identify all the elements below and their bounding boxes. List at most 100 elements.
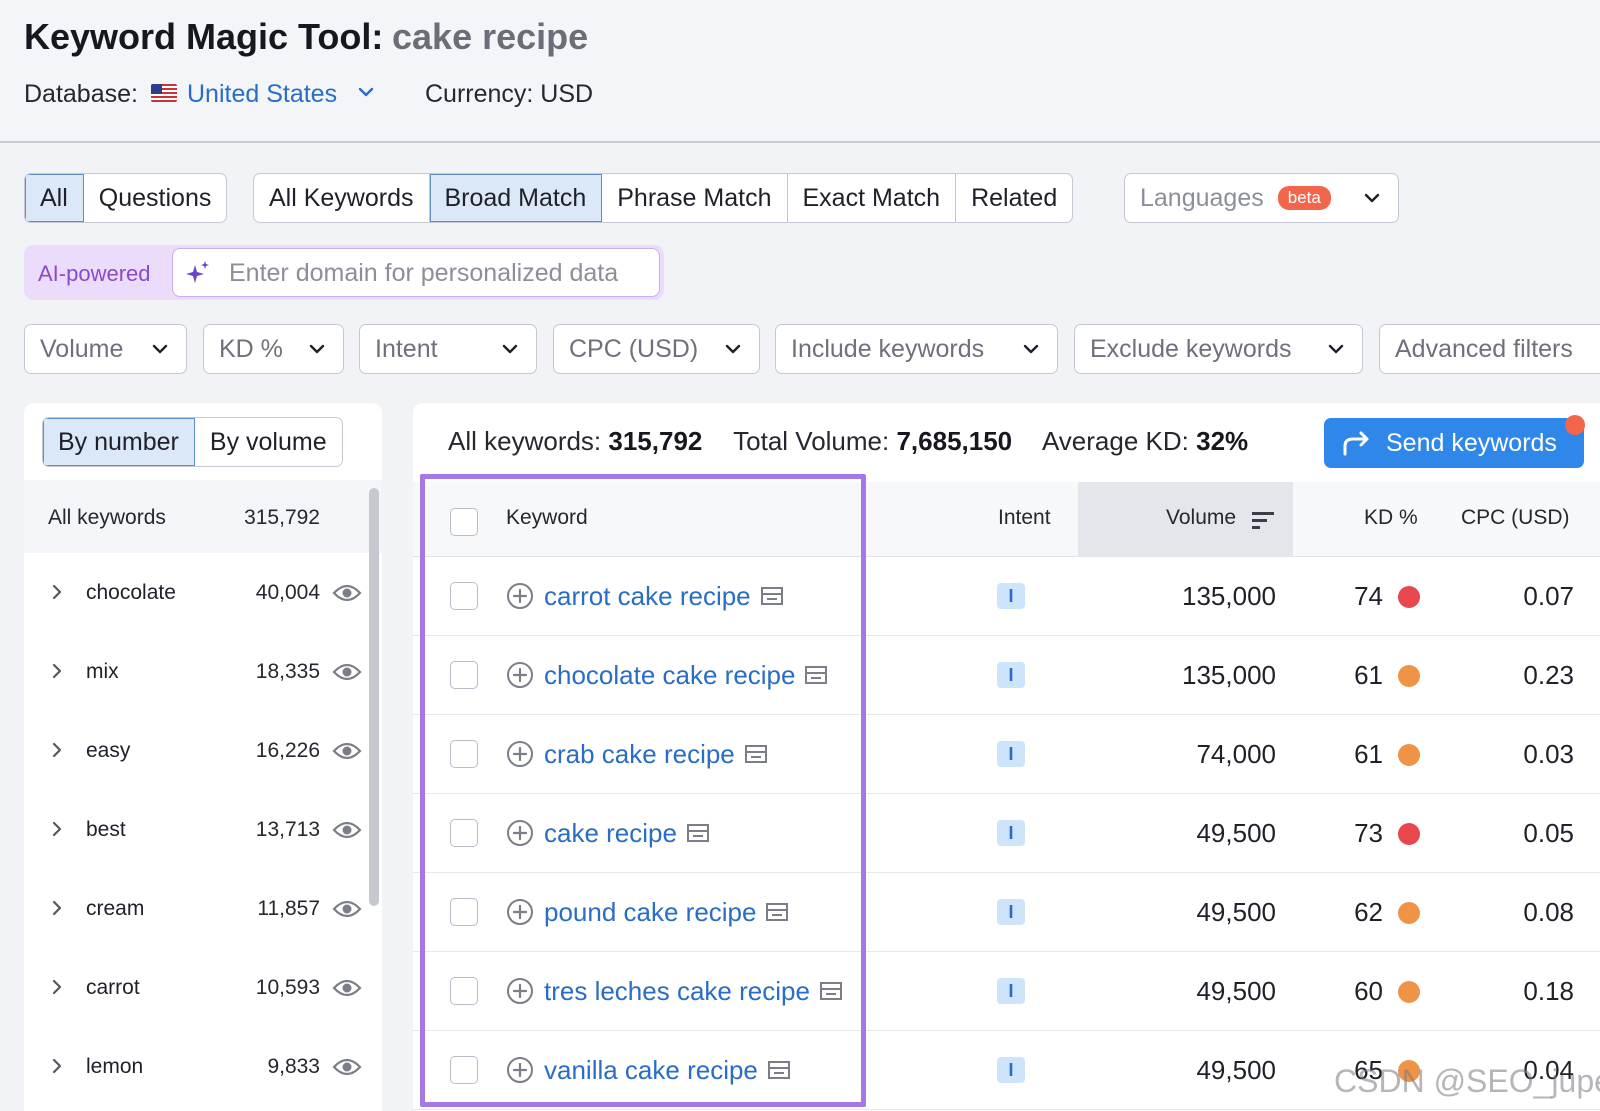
add-to-list-icon[interactable] [506, 977, 534, 1005]
keyword-link[interactable]: crab cake recipe [544, 739, 767, 770]
intent-filter[interactable]: Intent [359, 324, 537, 374]
ai-powered-label: AI-powered [38, 261, 151, 286]
chevron-right-icon[interactable] [50, 819, 64, 839]
add-to-list-icon[interactable] [506, 898, 534, 926]
sidebar-group-item[interactable]: mix 18,335 [24, 632, 364, 711]
row-checkbox[interactable] [450, 582, 478, 610]
intent-badge[interactable]: I [997, 978, 1025, 1004]
database-select[interactable]: United States [187, 80, 338, 108]
tab-all-keywords[interactable]: All Keywords [254, 174, 430, 222]
cpc-column-header[interactable]: CPC (USD) [1461, 506, 1570, 529]
row-checkbox[interactable] [450, 819, 478, 847]
serp-icon[interactable] [760, 587, 783, 606]
keyword-stats: All keywords: 315,792 Total Volume: 7,68… [448, 426, 1248, 457]
kd-filter[interactable]: KD % [203, 324, 344, 374]
group-count: 40,004 [255, 581, 320, 604]
chevron-right-icon[interactable] [50, 977, 64, 997]
intent-badge[interactable]: I [997, 899, 1025, 925]
intent-badge[interactable]: I [997, 662, 1025, 688]
cpc-cell: 0.23 [1523, 660, 1574, 690]
intent-badge[interactable]: I [997, 1057, 1025, 1083]
tab-related[interactable]: Related [971, 183, 1058, 212]
tab-broad-match[interactable]: Broad Match [429, 174, 603, 222]
keyword-link[interactable]: vanilla cake recipe [544, 1055, 790, 1086]
tab-questions[interactable]: Questions [98, 183, 212, 212]
intent-badge[interactable]: I [997, 741, 1025, 767]
sidebar-group-item[interactable]: carrot 10,593 [24, 948, 364, 1027]
kd-difficulty-dot [1398, 744, 1420, 766]
keyword-link[interactable]: pound cake recipe [544, 897, 789, 928]
serp-icon[interactable] [686, 824, 709, 843]
chevron-right-icon[interactable] [50, 661, 64, 681]
intent-badge[interactable]: I [997, 583, 1025, 609]
select-all-checkbox[interactable] [450, 508, 478, 536]
keyword-column-header[interactable]: Keyword [506, 506, 588, 529]
all-keywords-group[interactable] [24, 480, 382, 553]
kd-difficulty-dot [1398, 1060, 1420, 1082]
languages-dropdown[interactable]: Languages beta [1124, 173, 1399, 223]
serp-icon[interactable] [767, 1061, 790, 1080]
row-checkbox[interactable] [450, 1056, 478, 1084]
keyword-text: crab cake recipe [544, 739, 735, 769]
advanced-filters[interactable]: Advanced filters [1379, 324, 1600, 374]
eye-icon[interactable] [332, 819, 362, 841]
kd-column-header[interactable]: KD % [1364, 506, 1418, 529]
tab-all[interactable]: All [25, 174, 84, 222]
keyword-text: carrot cake recipe [544, 581, 751, 611]
group-sort-toggle: By number By volume [42, 417, 343, 467]
volume-column-header[interactable]: Volume [1166, 506, 1237, 529]
serp-icon[interactable] [744, 745, 767, 764]
serp-icon[interactable] [766, 903, 789, 922]
add-to-list-icon[interactable] [506, 582, 534, 610]
chevron-right-icon[interactable] [50, 1056, 64, 1076]
eye-icon[interactable] [332, 898, 362, 920]
by-volume-button[interactable]: By volume [209, 427, 327, 456]
kd-cell: 61 [1354, 739, 1383, 769]
include-keywords-filter[interactable]: Include keywords [775, 324, 1058, 374]
row-checkbox[interactable] [450, 740, 478, 768]
domain-input[interactable] [172, 248, 660, 297]
eye-icon[interactable] [332, 740, 362, 762]
eye-icon[interactable] [332, 582, 362, 604]
volume-filter[interactable]: Volume [24, 324, 187, 374]
by-number-button[interactable]: By number [43, 418, 195, 466]
row-checkbox[interactable] [450, 977, 478, 1005]
send-keywords-button[interactable]: Send keywords [1324, 418, 1584, 468]
serp-icon[interactable] [819, 982, 842, 1001]
row-checkbox[interactable] [450, 661, 478, 689]
table-header [413, 482, 1600, 557]
eye-icon[interactable] [332, 977, 362, 999]
add-to-list-icon[interactable] [506, 740, 534, 768]
sidebar-group-item[interactable]: easy 16,226 [24, 711, 364, 790]
keyword-link[interactable]: chocolate cake recipe [544, 660, 828, 691]
keyword-link[interactable]: tres leches cake recipe [544, 976, 842, 1007]
serp-icon[interactable] [805, 666, 828, 685]
keyword-link[interactable]: cake recipe [544, 818, 709, 849]
sidebar-group-item[interactable]: chocolate 40,004 [24, 553, 364, 632]
add-to-list-icon[interactable] [506, 1056, 534, 1084]
add-to-list-icon[interactable] [506, 661, 534, 689]
sort-descending-icon[interactable] [1252, 510, 1274, 530]
sidebar-scrollbar[interactable] [369, 488, 379, 906]
intent-column-header[interactable]: Intent [998, 506, 1051, 529]
tab-exact-match[interactable]: Exact Match [788, 174, 957, 222]
sidebar-group-item[interactable]: cream 11,857 [24, 869, 364, 948]
keyword-link[interactable]: carrot cake recipe [544, 581, 783, 612]
cpc-cell: 0.03 [1523, 739, 1574, 769]
eye-icon[interactable] [332, 1056, 362, 1078]
eye-icon[interactable] [332, 661, 362, 683]
cpc-filter[interactable]: CPC (USD) [553, 324, 760, 374]
add-to-list-icon[interactable] [506, 819, 534, 847]
chevron-right-icon[interactable] [50, 582, 64, 602]
exclude-keywords-filter[interactable]: Exclude keywords [1074, 324, 1363, 374]
tab-phrase-match[interactable]: Phrase Match [602, 174, 788, 222]
cpc-cell: 0.08 [1523, 897, 1574, 927]
filter-label: Volume [40, 334, 124, 363]
row-checkbox[interactable] [450, 898, 478, 926]
chevron-right-icon[interactable] [50, 898, 64, 918]
sidebar-group-item[interactable]: best 13,713 [24, 790, 364, 869]
intent-badge[interactable]: I [997, 820, 1025, 846]
chevron-right-icon[interactable] [50, 740, 64, 760]
sidebar-group-item[interactable]: lemon 9,833 [24, 1027, 364, 1106]
chevron-down-icon[interactable] [356, 82, 376, 102]
